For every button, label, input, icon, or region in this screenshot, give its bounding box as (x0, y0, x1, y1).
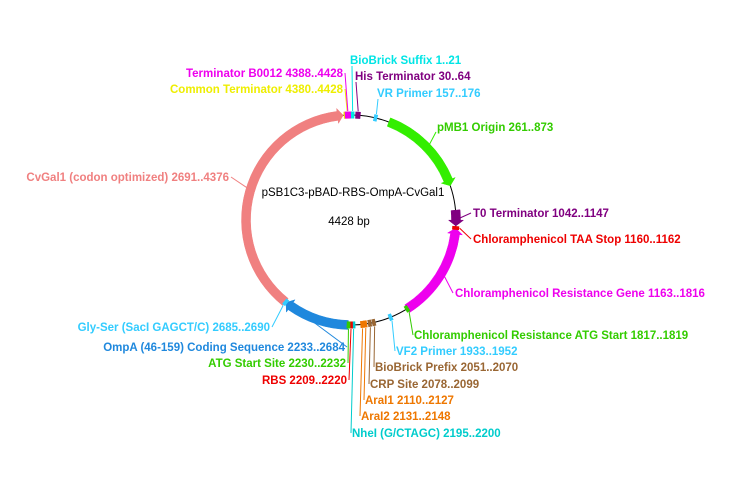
feature-marker-gly-ser (282, 298, 290, 307)
feature-arc-ompa-coding (285, 299, 349, 330)
label-common-terminator: Common Terminator 4380..4428 (170, 84, 344, 96)
leader-cvgal1 (230, 176, 248, 189)
leader-t0-terminator (459, 212, 472, 219)
leader-pmb1-origin (429, 131, 437, 145)
leader-his-terminator (355, 81, 359, 112)
label-t0-terminator: T0 Terminator 1042..1147 (473, 208, 609, 220)
feature-marker-vf2-primer (387, 313, 394, 322)
feature-arc-cm-resistance (404, 227, 464, 313)
feature-arc-cvgal1 (241, 107, 344, 306)
feature-arc-t0-terminator (447, 209, 465, 227)
plasmid-size: 4428 bp (328, 216, 370, 228)
leader-arai1 (363, 327, 367, 401)
leader-common-terminator (344, 88, 348, 112)
label-biobrick-suffix: BioBrick Suffix 1..21 (350, 55, 462, 67)
label-leaders (230, 65, 472, 434)
label-cm-resistance: Chloramphenicol Resistance Gene 1163..18… (455, 288, 705, 300)
leader-biobrick-suffix (351, 65, 354, 112)
label-cm-taa-stop: Chloramphenicol TAA Stop 1160..1162 (473, 234, 681, 246)
feature-marker-arai1 (363, 320, 368, 328)
label-his-terminator: His Terminator 30..64 (355, 71, 471, 83)
feature-arcs (241, 107, 465, 330)
feature-marker-crp-site (367, 319, 373, 328)
feature-arc-pmb1-origin (386, 117, 456, 187)
label-cm-atg-start: Chloramphenicol Resistance ATG Start 181… (414, 330, 688, 342)
label-nhei: NheI (G/CTAGC) 2195..2200 (352, 428, 501, 440)
feature-markers (282, 111, 460, 329)
leader-arai2 (359, 328, 364, 417)
leader-crp-site (368, 327, 371, 385)
leader-ompa-coding (313, 322, 348, 348)
plasmid-name: pSB1C3-pBAD-RBS-OmpA-CvGal1 (262, 187, 445, 199)
label-ompa-coding: OmpA (46-159) Coding Sequence 2233..2684 (103, 342, 345, 354)
label-vf2-primer: VF2 Primer 1933..1952 (396, 346, 517, 358)
label-atg-start-site: ATG Start Site 2230..2232 (208, 358, 346, 370)
leader-nhei (350, 328, 355, 434)
leader-terminator-b0012 (344, 72, 349, 112)
label-cvgal1: CvGal1 (codon optimized) 2691..4376 (26, 172, 229, 184)
leader-rbs (348, 328, 352, 381)
leader-cm-atg-start (408, 312, 414, 336)
leader-cm-taa-stop (459, 227, 472, 240)
label-pmb1-origin: pMB1 Origin 261..873 (437, 122, 553, 134)
feature-marker-cm-atg-start (403, 304, 411, 313)
label-vr-primer: VR Primer 157..176 (377, 88, 481, 100)
leader-biobrick-prefix (373, 326, 376, 368)
label-crp-site: CRP Site 2078..2099 (370, 379, 479, 391)
label-arai1: AraI1 2110..2127 (365, 395, 454, 407)
label-arai2: AraI2 2131..2148 (361, 411, 451, 423)
leader-cm-resistance (443, 276, 454, 294)
label-gly-ser: Gly-Ser (SacI GAGCT/C) 2685..2690 (78, 322, 270, 334)
feature-marker-vr-primer (372, 114, 379, 122)
leader-gly-ser (271, 305, 284, 328)
feature-marker-biobrick-prefix (371, 318, 377, 327)
leader-vr-primer (375, 98, 379, 115)
label-terminator-b0012: Terminator B0012 4388..4428 (186, 68, 344, 80)
label-biobrick-prefix: BioBrick Prefix 2051..2070 (375, 362, 518, 374)
leader-vf2-primer (391, 320, 396, 352)
label-rbs: RBS 2209..2220 (262, 375, 347, 387)
